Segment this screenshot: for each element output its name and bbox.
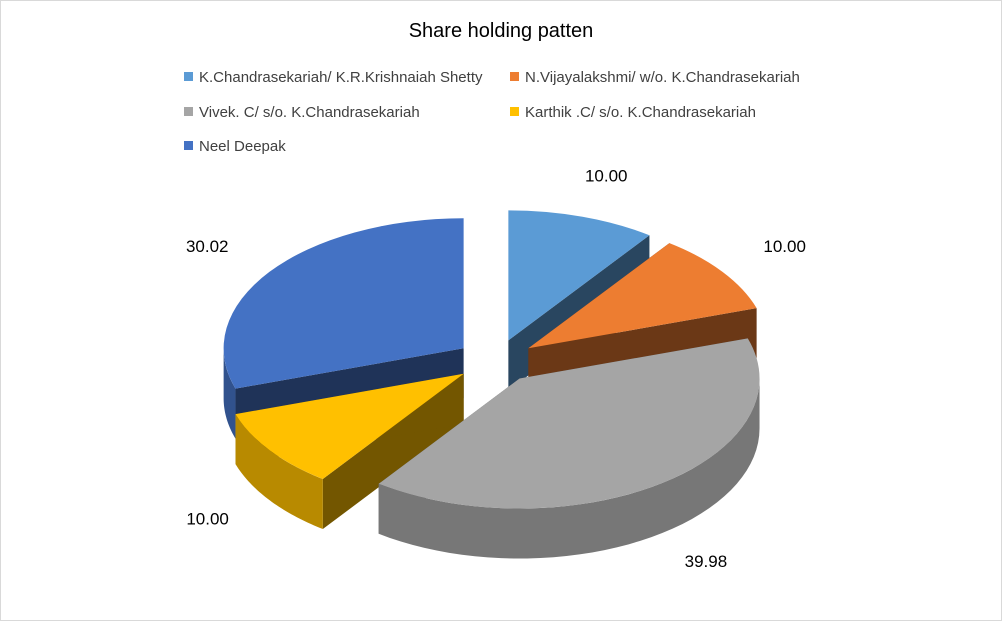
- pie-slice: [508, 210, 650, 341]
- legend-label: Vivek. C/ s/o. K.Chandrasekariah: [199, 104, 420, 121]
- legend-entry-1: K.Chandrasekariah/ K.R.Krishnaiah Shetty: [184, 69, 482, 86]
- legend-swatch: [184, 141, 193, 150]
- legend-label: Neel Deepak: [199, 138, 286, 155]
- legend-swatch: [510, 107, 519, 116]
- legend-entry-5: Neel Deepak: [184, 138, 286, 155]
- legend-label: N.Vijayalakshmi/ w/o. K.Chandrasekariah: [525, 69, 800, 86]
- data-label: 10.00: [186, 509, 229, 528]
- legend-swatch: [510, 72, 519, 81]
- data-label: 30.02: [186, 237, 229, 256]
- pie-slice: [528, 243, 757, 349]
- pie-slice: [235, 373, 464, 480]
- data-label: 10.00: [763, 237, 806, 256]
- slice-outer-wall: [223, 348, 236, 439]
- pie-slice: [223, 218, 464, 389]
- data-label: 10.00: [585, 167, 628, 186]
- legend-label: K.Chandrasekariah/ K.R.Krishnaiah Shetty: [199, 69, 483, 86]
- data-labels: 10.00 10.00 39.98 10.00 30.02: [186, 167, 806, 571]
- data-label: 39.98: [685, 552, 728, 571]
- legend-entry-4: Karthik .C/ s/o. K.Chandrasekariah: [510, 104, 756, 121]
- legend-swatch: [184, 72, 193, 81]
- legend-entry-2: N.Vijayalakshmi/ w/o. K.Chandrasekariah: [510, 69, 800, 86]
- legend-entry-3: Vivek. C/ s/o. K.Chandrasekariah: [184, 104, 420, 121]
- slice-outer-wall: [235, 414, 323, 530]
- legend-label: Karthik .C/ s/o. K.Chandrasekariah: [525, 104, 756, 121]
- pie-slice: [378, 338, 760, 509]
- chart-title: Share holding patten: [408, 20, 594, 42]
- slice-tops: [223, 210, 760, 509]
- slice-outer-wall: [378, 378, 760, 559]
- legend-swatch: [184, 107, 193, 116]
